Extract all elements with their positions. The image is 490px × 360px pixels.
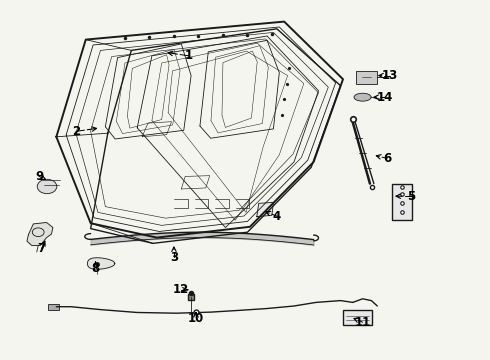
Text: 13: 13 xyxy=(381,69,398,82)
Ellipse shape xyxy=(354,93,371,101)
Bar xyxy=(356,71,377,84)
Text: 8: 8 xyxy=(92,262,99,275)
Text: 10: 10 xyxy=(188,312,204,325)
Text: 7: 7 xyxy=(38,242,46,255)
Polygon shape xyxy=(257,202,273,217)
Text: 12: 12 xyxy=(173,283,190,296)
Bar xyxy=(392,184,412,220)
Polygon shape xyxy=(87,258,115,269)
Circle shape xyxy=(37,179,57,194)
Text: 1: 1 xyxy=(185,49,193,62)
Text: 6: 6 xyxy=(383,152,391,165)
Text: 11: 11 xyxy=(354,316,371,329)
Text: 9: 9 xyxy=(35,170,43,183)
Text: 3: 3 xyxy=(170,251,178,264)
Text: 5: 5 xyxy=(408,190,416,203)
Text: 2: 2 xyxy=(72,125,80,138)
Bar xyxy=(343,310,372,325)
Bar xyxy=(48,304,59,310)
Text: 4: 4 xyxy=(273,210,281,222)
Polygon shape xyxy=(27,222,53,246)
Text: 14: 14 xyxy=(376,91,393,104)
